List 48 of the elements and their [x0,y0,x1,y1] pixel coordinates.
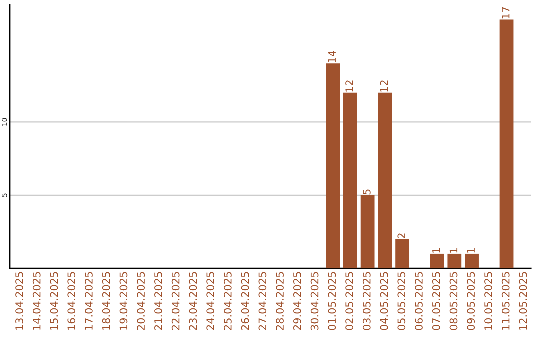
x-tick-label: 16.04.2025 [68,272,76,330]
x-tick-label: 09.05.2025 [467,272,476,330]
x-tick-label: 19.04.2025 [120,272,128,330]
x-tick-label: 26.04.2025 [241,272,250,330]
x-tick-label: 11.05.2025 [502,272,510,330]
x-tick-label: 25.04.2025 [224,272,232,330]
x-tick-label: 01.05.2025 [328,272,336,330]
bar [448,254,462,269]
x-tick-label: 06.05.2025 [415,272,423,330]
x-tick-label: 05.05.2025 [398,272,406,330]
bar [343,92,358,269]
x-tick-label: 08.05.2025 [450,272,458,330]
x-tick-label: 27.04.2025 [258,272,267,330]
data-label: 1 [467,248,475,253]
bar [378,92,392,269]
x-tick-label: 15.04.2025 [50,272,58,330]
data-label: 1 [450,248,458,253]
x-tick-label: 10.05.2025 [484,272,492,330]
x-tick-label: 24.04.2025 [206,272,215,330]
x-tick-label: 20.04.2025 [137,272,146,330]
x-tick-label: 02.05.2025 [346,272,354,330]
bar [430,254,444,269]
data-label: 5 [363,190,371,195]
data-label: 12 [346,80,354,92]
bar [465,254,479,269]
x-tick-label: 13.04.2025 [16,272,24,330]
x-tick-label: 29.04.2025 [293,272,302,330]
data-label: 1 [432,248,440,253]
x-tick-label: 22.04.2025 [172,272,180,330]
x-tick-label: 04.05.2025 [380,272,388,330]
x-tick-label: 03.05.2025 [362,272,371,330]
data-label: 17 [502,7,510,19]
x-tick-label: 14.04.2025 [32,272,41,330]
x-tick-label: 17.04.2025 [85,272,93,330]
x-tick-label: 28.04.2025 [276,272,284,330]
data-label: 2 [398,234,406,239]
x-tick-label: 21.04.2025 [154,272,162,330]
x-tick-label: 12.05.2025 [519,272,528,330]
x-tick-label: 07.05.2025 [432,272,440,330]
bar [396,239,410,269]
x-tick-label: 18.04.2025 [102,272,110,330]
data-label: 14 [328,50,336,63]
x-tick-label: 23.04.2025 [189,272,198,330]
bar [326,64,340,269]
bar [500,20,514,269]
x-tick-label: 30.04.2025 [310,272,319,330]
bar [360,195,375,269]
data-label: 12 [380,80,388,92]
